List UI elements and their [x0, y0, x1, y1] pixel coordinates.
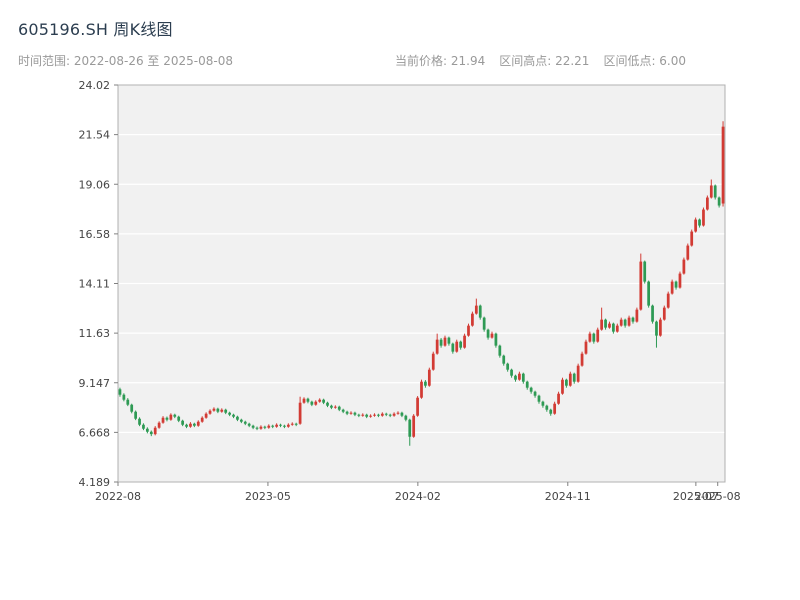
- page-title: 605196.SH 周K线图: [18, 20, 173, 39]
- svg-text:2022-08: 2022-08: [95, 490, 141, 503]
- svg-text:9.147: 9.147: [79, 377, 111, 390]
- svg-text:2024-11: 2024-11: [545, 490, 591, 503]
- svg-text:21.54: 21.54: [79, 129, 111, 142]
- svg-text:19.06: 19.06: [79, 178, 111, 191]
- stat-range-low: 区间低点: 6.00: [603, 54, 687, 68]
- svg-text:2025-07: 2025-07: [673, 490, 719, 503]
- svg-text:2025-08: 2025-08: [695, 490, 741, 503]
- time-range-label: 时间范围: 2022-08-26 至 2025-08-08: [18, 54, 233, 68]
- svg-text:11.63: 11.63: [79, 327, 111, 340]
- stat-current-price: 当前价格: 21.94: [395, 54, 486, 68]
- svg-text:14.11: 14.11: [79, 278, 111, 291]
- svg-text:24.02: 24.02: [79, 79, 111, 92]
- stat-range-high: 区间高点: 22.21: [499, 54, 590, 68]
- svg-text:2024-02: 2024-02: [395, 490, 441, 503]
- stats-row: 当前价格: 21.94 区间高点: 22.21 区间低点: 6.00: [395, 52, 686, 69]
- svg-text:6.668: 6.668: [79, 426, 111, 439]
- svg-text:16.58: 16.58: [79, 228, 111, 241]
- svg-text:4.189: 4.189: [79, 476, 111, 489]
- kline-chart: 24.02 21.54 19.06 16.58 14.11 11.63 9.147 6.668…: [79, 79, 741, 503]
- svg-text:2023-05: 2023-05: [245, 490, 291, 503]
